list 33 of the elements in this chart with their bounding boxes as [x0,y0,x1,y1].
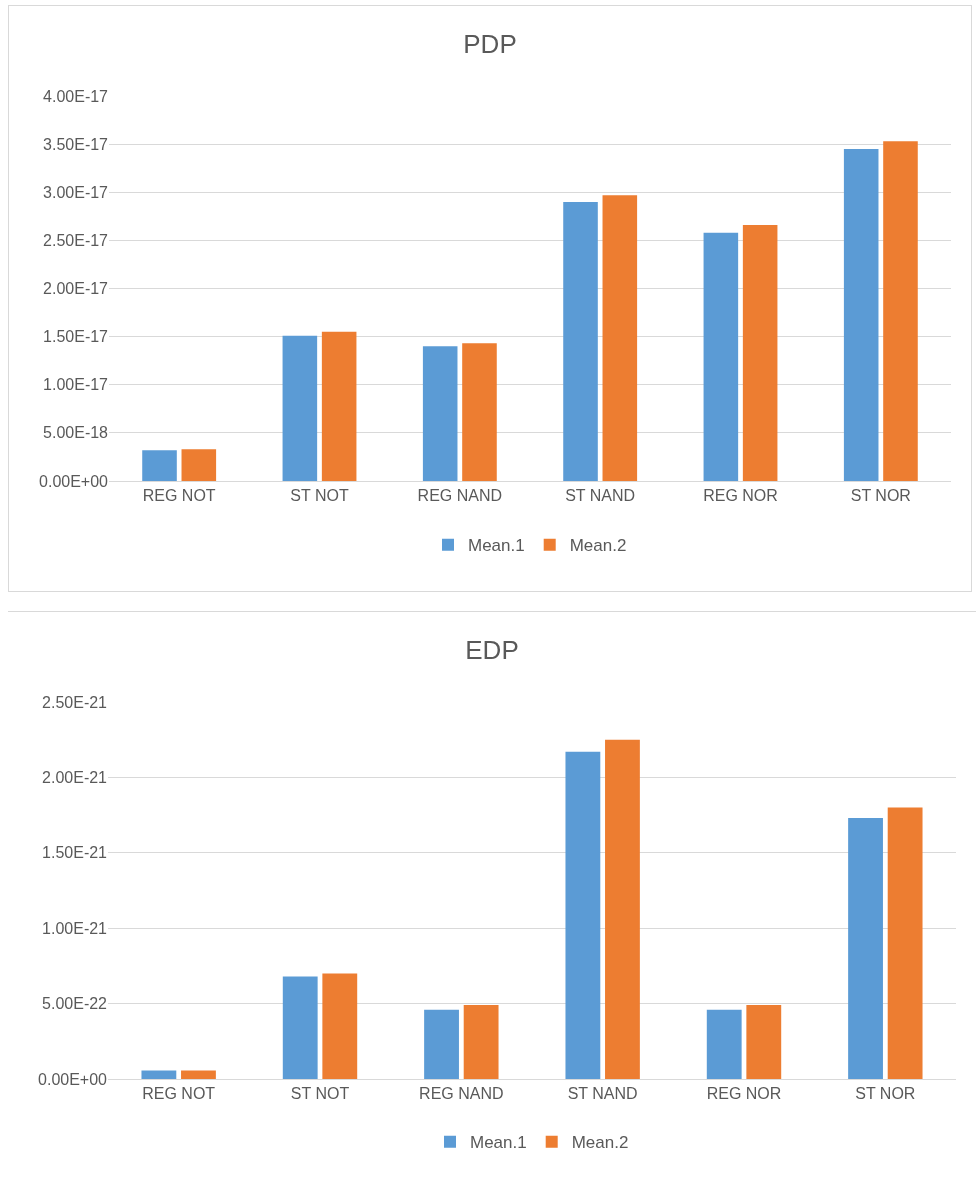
y-tick-label: 1.50E-21 [42,844,108,862]
y-tick-label: 3.50E-17 [43,135,109,153]
x-tick-label: REG NOR [706,1085,782,1103]
y-tick-label: 2.50E-21 [42,693,108,711]
y-tick-label: 5.00E-22 [42,995,108,1013]
chart-title: EDP [465,635,519,666]
x-tick-label: ST NOR [855,1085,916,1103]
x-tick-label: REG NAND [417,487,503,505]
legend-label: Mean.1 [468,536,525,556]
x-tick-label: REG NAND [419,1085,504,1103]
x-tick-label: ST NAND [565,487,636,505]
x-tick-label: ST NAND [567,1085,638,1103]
y-tick-label: 1.50E-17 [43,328,109,346]
chart-title: PDP [463,29,517,60]
legend-label: Mean.1 [470,1133,527,1153]
legend-label: Mean.2 [569,536,627,556]
y-tick-label: 1.00E-21 [42,919,108,937]
y-tick-label: 2.50E-17 [43,231,109,249]
y-tick-label: 4.00E-17 [43,87,109,105]
x-tick-label: ST NOT [290,487,349,505]
x-tick-label: REG NOT [142,487,216,505]
y-tick-label: 0.00E+00 [38,1070,108,1088]
x-tick-label: ST NOR [850,487,911,505]
y-tick-label: 2.00E-21 [42,769,108,786]
y-tick-label: 5.00E-18 [43,424,109,442]
y-tick-label: 2.00E-17 [43,280,109,298]
x-tick-label: REG NOR [703,487,778,505]
y-tick-label: 0.00E+00 [39,472,109,490]
x-tick-label: ST NOT [290,1085,350,1103]
y-tick-label: 3.00E-17 [43,183,109,201]
y-tick-label: 1.00E-17 [43,376,109,394]
x-tick-label: REG NOT [142,1085,216,1103]
legend-label: Mean.2 [571,1133,629,1153]
